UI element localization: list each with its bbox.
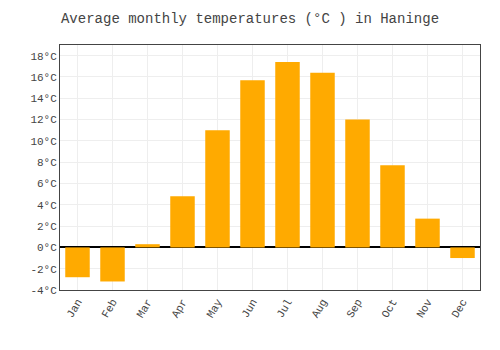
svg-text:Nov: Nov bbox=[415, 297, 435, 320]
svg-text:12°C: 12°C bbox=[30, 114, 57, 126]
svg-text:Feb: Feb bbox=[100, 297, 120, 320]
svg-text:Aug: Aug bbox=[310, 297, 330, 320]
svg-text:Jan: Jan bbox=[65, 297, 85, 320]
svg-text:14°C: 14°C bbox=[30, 93, 57, 105]
svg-text:10°C: 10°C bbox=[30, 136, 57, 148]
svg-text:16°C: 16°C bbox=[30, 72, 57, 84]
svg-text:Mar: Mar bbox=[135, 297, 155, 320]
svg-text:4°C: 4°C bbox=[37, 200, 57, 212]
svg-text:0°C: 0°C bbox=[37, 242, 57, 254]
svg-text:8°C: 8°C bbox=[37, 157, 57, 169]
svg-text:Sep: Sep bbox=[345, 297, 365, 320]
svg-text:-2°C: -2°C bbox=[30, 264, 57, 276]
svg-text:Average monthly temperatures (: Average monthly temperatures (°C ) in Ha… bbox=[61, 11, 439, 27]
svg-text:-4°C: -4°C bbox=[30, 285, 57, 297]
svg-text:Oct: Oct bbox=[380, 297, 400, 320]
svg-text:May: May bbox=[205, 297, 225, 320]
svg-text:6°C: 6°C bbox=[37, 178, 57, 190]
svg-text:Dec: Dec bbox=[450, 297, 470, 320]
svg-text:2°C: 2°C bbox=[37, 221, 57, 233]
svg-text:Apr: Apr bbox=[170, 297, 190, 320]
svg-text:18°C: 18°C bbox=[30, 51, 57, 63]
svg-text:Jul: Jul bbox=[275, 297, 295, 320]
svg-text:Jun: Jun bbox=[240, 297, 260, 320]
